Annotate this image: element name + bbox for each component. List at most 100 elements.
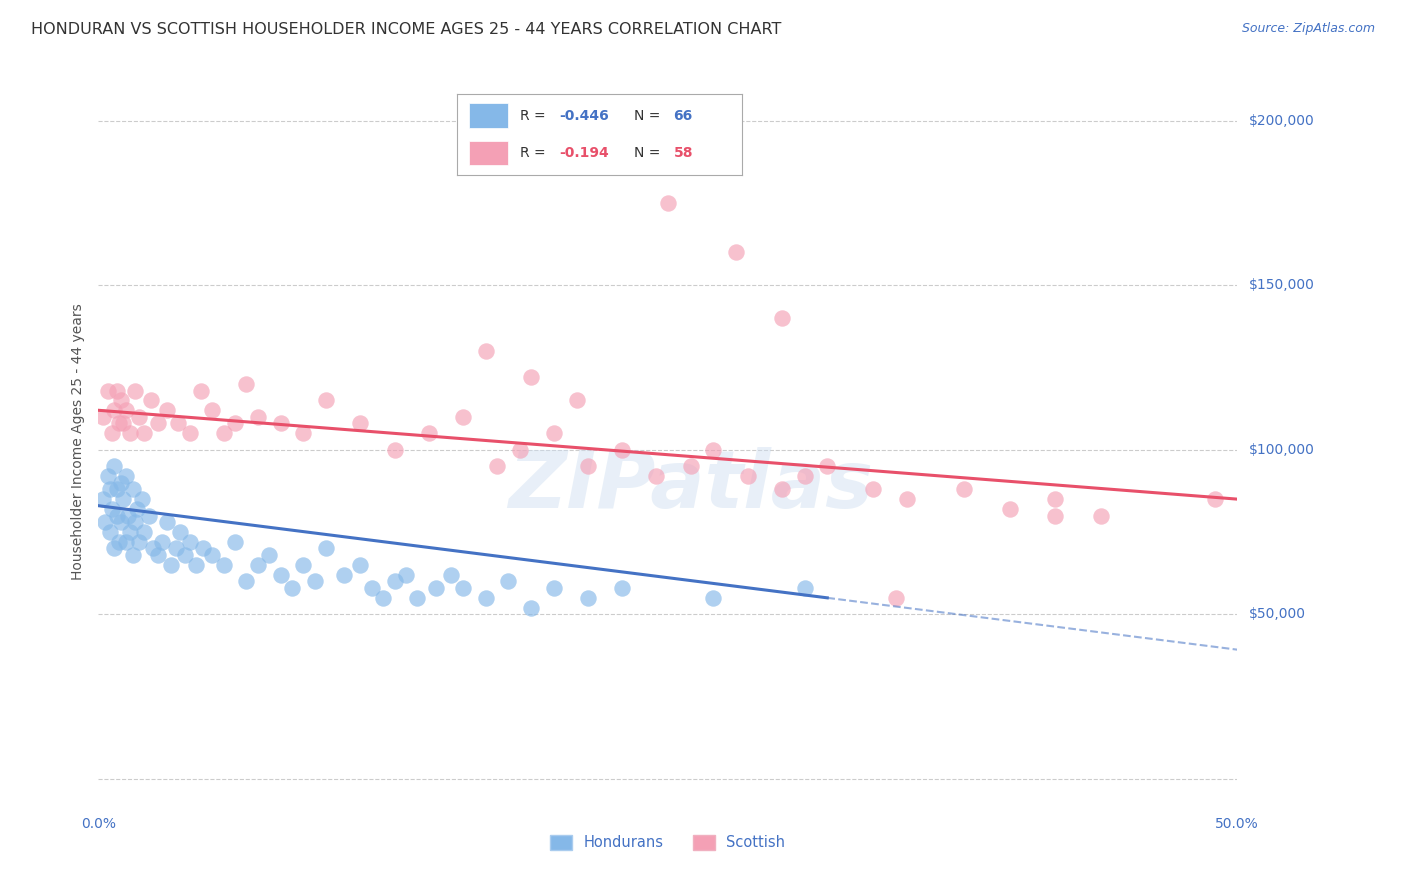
Text: ZIPatlas: ZIPatlas — [508, 447, 873, 525]
Point — [612, 442, 634, 457]
Point — [349, 417, 371, 431]
Point — [201, 548, 224, 562]
Point — [315, 541, 337, 556]
Point — [425, 581, 447, 595]
Point — [98, 482, 121, 496]
Point — [384, 574, 406, 589]
Point — [612, 581, 634, 595]
Point — [509, 442, 531, 457]
Point — [98, 524, 121, 539]
Point — [105, 482, 128, 496]
Point — [292, 558, 315, 572]
Point — [520, 370, 543, 384]
Point — [304, 574, 326, 589]
Point — [657, 196, 679, 211]
Point — [896, 492, 918, 507]
Point — [406, 591, 429, 605]
Point — [156, 403, 179, 417]
Point — [110, 515, 132, 529]
Point — [108, 417, 131, 431]
Point — [120, 524, 142, 539]
Point — [474, 344, 496, 359]
Point — [105, 508, 128, 523]
Point — [543, 581, 565, 595]
Point — [139, 393, 162, 408]
Point — [120, 426, 142, 441]
Point — [576, 591, 599, 605]
Point — [770, 482, 793, 496]
Point — [121, 548, 143, 562]
Point — [1204, 492, 1226, 507]
Text: HONDURAN VS SCOTTISH HOUSEHOLDER INCOME AGES 25 - 44 YEARS CORRELATION CHART: HONDURAN VS SCOTTISH HOUSEHOLDER INCOME … — [31, 22, 782, 37]
Point — [702, 442, 724, 457]
Point — [114, 403, 136, 417]
Point — [235, 574, 257, 589]
Text: $100,000: $100,000 — [1249, 442, 1315, 457]
Point — [384, 442, 406, 457]
Point — [114, 469, 136, 483]
Point — [1043, 508, 1066, 523]
Text: Source: ZipAtlas.com: Source: ZipAtlas.com — [1241, 22, 1375, 36]
Point — [360, 581, 382, 595]
Point — [270, 417, 292, 431]
Point — [146, 548, 169, 562]
Point — [96, 384, 118, 398]
Text: $150,000: $150,000 — [1249, 278, 1315, 293]
Point — [193, 541, 215, 556]
Point — [103, 403, 125, 417]
Point — [815, 459, 838, 474]
Point — [451, 409, 474, 424]
Point — [395, 567, 418, 582]
Point — [235, 376, 257, 391]
Point — [96, 469, 118, 483]
Point — [702, 591, 724, 605]
Point — [201, 403, 224, 417]
Point — [474, 591, 496, 605]
Point — [371, 591, 394, 605]
Point — [543, 426, 565, 441]
Point — [127, 502, 149, 516]
Point — [953, 482, 976, 496]
Point — [440, 567, 463, 582]
Point — [91, 409, 114, 424]
Point — [486, 459, 509, 474]
Point — [146, 417, 169, 431]
Point — [108, 535, 131, 549]
Point — [418, 426, 440, 441]
Point — [131, 492, 153, 507]
Point — [128, 535, 150, 549]
Point — [725, 245, 748, 260]
Point — [576, 459, 599, 474]
Point — [270, 567, 292, 582]
Y-axis label: Householder Income Ages 25 - 44 years: Householder Income Ages 25 - 44 years — [72, 303, 86, 580]
Point — [737, 469, 759, 483]
Point — [212, 426, 235, 441]
Point — [246, 558, 269, 572]
Point — [246, 409, 269, 424]
Point — [884, 591, 907, 605]
Point — [520, 600, 543, 615]
Point — [793, 581, 815, 595]
Point — [179, 535, 201, 549]
Point — [174, 548, 197, 562]
Point — [124, 515, 146, 529]
Point — [112, 417, 135, 431]
Point — [112, 492, 135, 507]
Point — [150, 535, 173, 549]
Point — [103, 459, 125, 474]
Point — [679, 459, 702, 474]
Point — [160, 558, 183, 572]
Point — [315, 393, 337, 408]
Point — [142, 541, 165, 556]
Point — [224, 535, 246, 549]
Point — [101, 426, 124, 441]
Point — [862, 482, 884, 496]
Point — [124, 384, 146, 398]
Point — [103, 541, 125, 556]
Point — [156, 515, 179, 529]
Point — [498, 574, 520, 589]
Point — [333, 567, 356, 582]
Point — [186, 558, 208, 572]
Point — [1090, 508, 1112, 523]
Text: $50,000: $50,000 — [1249, 607, 1305, 622]
